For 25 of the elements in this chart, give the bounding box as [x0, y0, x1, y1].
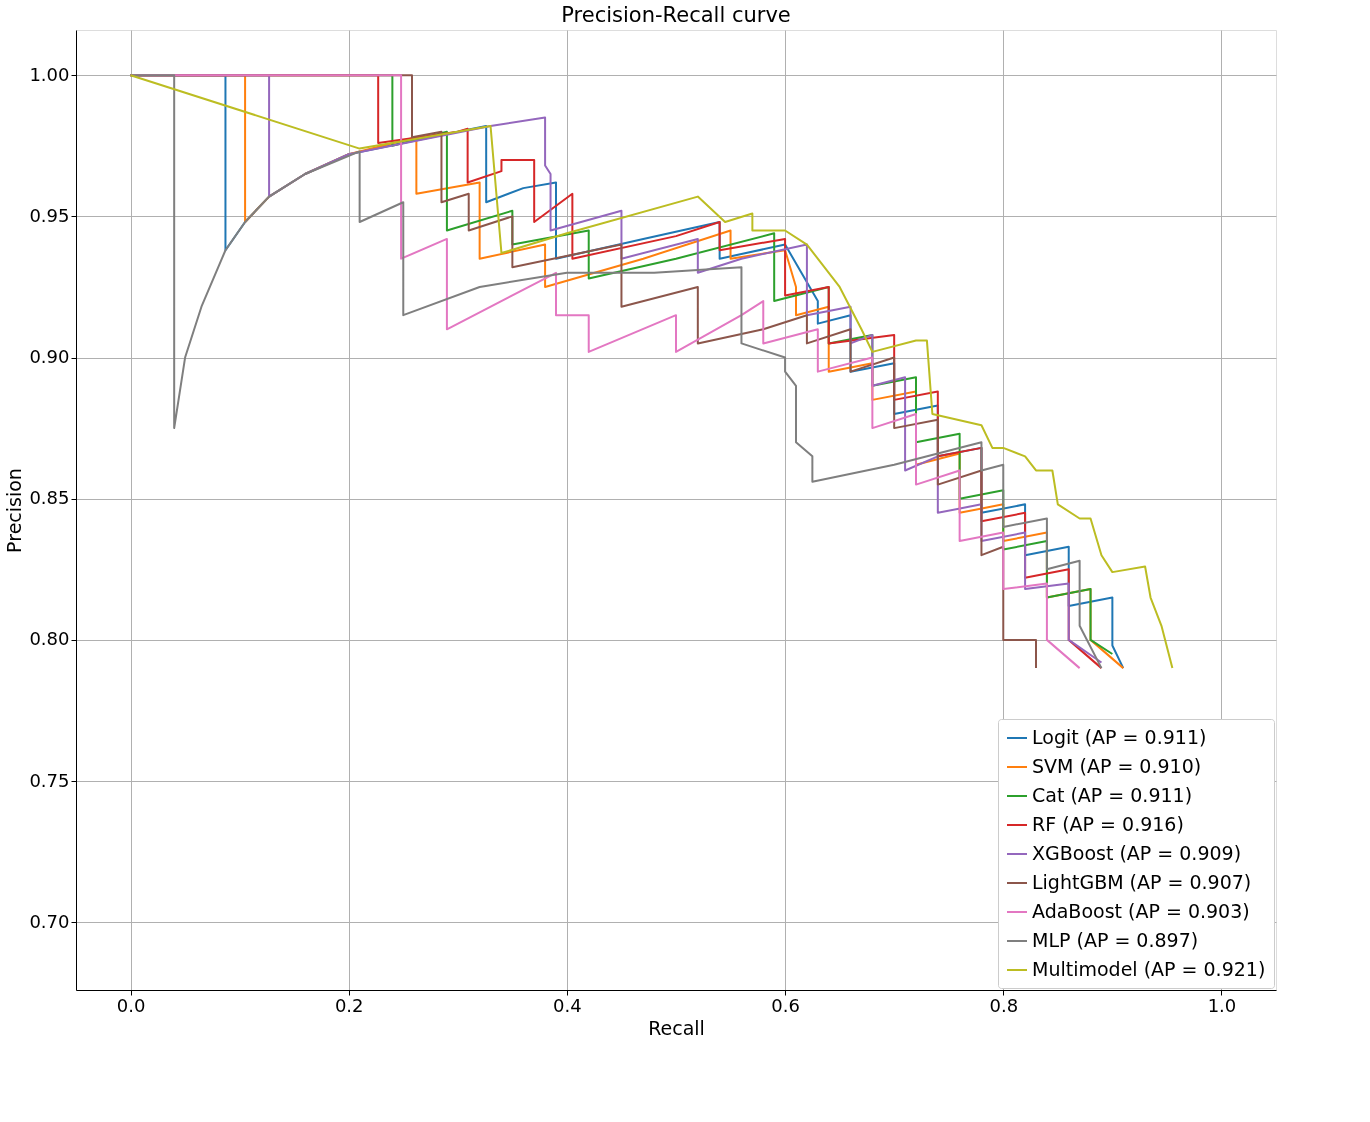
y-axis-title: Precision [3, 468, 26, 553]
x-tick-label: 0.6 [771, 994, 800, 1016]
y-tick-label: 0.95 [29, 204, 70, 226]
x-tick-label: 0.8 [989, 994, 1019, 1016]
legend-label: MLP (AP = 0.897) [1032, 929, 1199, 951]
legend-label: Multimodel (AP = 0.921) [1032, 958, 1266, 980]
y-tick-label: 1.00 [29, 63, 70, 85]
y-tick-label: 0.70 [29, 910, 70, 932]
x-tick-label: 0.4 [553, 994, 582, 1016]
legend-label: Logit (AP = 0.911) [1032, 726, 1207, 748]
y-tick-label: 0.80 [29, 628, 70, 650]
y-tick-label: 0.75 [29, 769, 70, 791]
legend-label: LightGBM (AP = 0.907) [1032, 871, 1252, 893]
x-tick-label: 0.2 [334, 994, 364, 1016]
y-tick-label: 0.85 [29, 487, 70, 509]
x-tick-label: 0.0 [116, 994, 146, 1016]
legend-label: RF (AP = 0.916) [1032, 813, 1184, 835]
legend-label: Cat (AP = 0.911) [1032, 784, 1193, 806]
legend-label: AdaBoost (AP = 0.903) [1032, 900, 1250, 922]
legend-label: SVM (AP = 0.910) [1032, 755, 1202, 777]
x-tick-label: 1.0 [1207, 994, 1237, 1016]
x-axis-title: Recall [648, 1016, 705, 1039]
chart-title: Precision-Recall curve [561, 3, 791, 27]
y-tick-label: 0.90 [29, 346, 70, 368]
legend-label: XGBoost (AP = 0.909) [1032, 842, 1242, 864]
